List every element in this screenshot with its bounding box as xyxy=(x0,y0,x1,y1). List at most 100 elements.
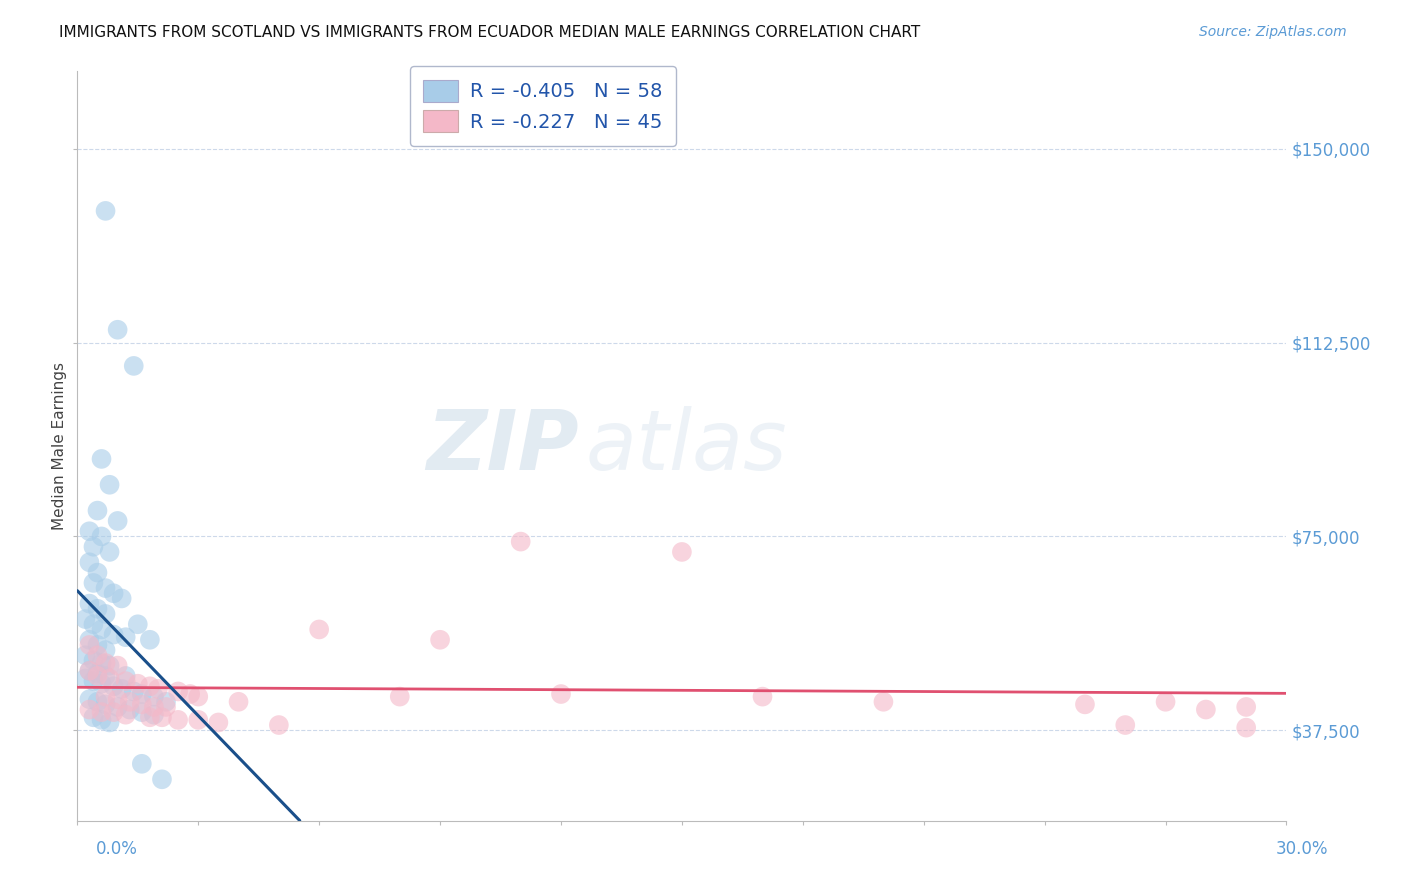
Point xyxy=(82,540,104,554)
Point xyxy=(118,702,141,716)
Point xyxy=(79,702,101,716)
Point xyxy=(90,656,112,670)
Point xyxy=(167,684,190,698)
Point xyxy=(139,632,162,647)
Point xyxy=(267,718,290,732)
Point xyxy=(103,627,125,641)
Point xyxy=(98,672,121,686)
Point xyxy=(187,690,209,704)
Point xyxy=(139,679,162,693)
Point xyxy=(111,591,134,606)
Point xyxy=(187,713,209,727)
Point xyxy=(114,674,136,689)
Text: atlas: atlas xyxy=(585,406,787,486)
Point xyxy=(142,700,165,714)
Point xyxy=(1154,695,1177,709)
Point xyxy=(388,690,411,704)
Point xyxy=(122,684,145,698)
Point xyxy=(86,503,108,517)
Point xyxy=(90,451,112,466)
Point xyxy=(79,555,101,569)
Point xyxy=(1074,698,1097,712)
Point xyxy=(98,658,121,673)
Point xyxy=(82,674,104,689)
Text: IMMIGRANTS FROM SCOTLAND VS IMMIGRANTS FROM ECUADOR MEDIAN MALE EARNINGS CORRELA: IMMIGRANTS FROM SCOTLAND VS IMMIGRANTS F… xyxy=(59,25,921,40)
Point xyxy=(1234,721,1257,735)
Point xyxy=(103,705,125,719)
Text: ZIP: ZIP xyxy=(426,406,579,486)
Point xyxy=(1234,700,1257,714)
Point xyxy=(86,666,108,681)
Text: 0.0%: 0.0% xyxy=(96,840,138,858)
Point xyxy=(82,576,104,591)
Point xyxy=(86,669,108,683)
Point xyxy=(79,664,101,678)
Point xyxy=(86,638,108,652)
Text: Source: ZipAtlas.com: Source: ZipAtlas.com xyxy=(1199,25,1347,39)
Point xyxy=(118,695,141,709)
Point xyxy=(94,581,117,595)
Point xyxy=(671,545,693,559)
Point xyxy=(79,664,101,678)
Point xyxy=(107,514,129,528)
Point xyxy=(90,676,112,690)
Y-axis label: Median Male Earnings: Median Male Earnings xyxy=(52,362,67,530)
Point xyxy=(114,630,136,644)
Point xyxy=(79,692,101,706)
Point xyxy=(114,707,136,722)
Point xyxy=(308,623,330,637)
Point xyxy=(90,529,112,543)
Point xyxy=(872,695,894,709)
Point xyxy=(131,687,153,701)
Point xyxy=(127,676,149,690)
Point xyxy=(75,648,97,663)
Point xyxy=(82,653,104,667)
Point xyxy=(79,632,101,647)
Point xyxy=(103,679,125,693)
Point xyxy=(103,586,125,600)
Point xyxy=(142,707,165,722)
Point xyxy=(122,359,145,373)
Point xyxy=(150,772,173,787)
Point xyxy=(79,524,101,539)
Point xyxy=(142,690,165,704)
Point xyxy=(75,672,97,686)
Point xyxy=(1114,718,1136,732)
Point xyxy=(90,705,112,719)
Point xyxy=(131,756,153,771)
Point xyxy=(131,698,153,712)
Point xyxy=(207,715,229,730)
Point xyxy=(94,203,117,218)
Point xyxy=(550,687,572,701)
Point xyxy=(111,681,134,696)
Point xyxy=(86,695,108,709)
Point xyxy=(107,692,129,706)
Point xyxy=(86,648,108,663)
Point xyxy=(75,612,97,626)
Point xyxy=(90,623,112,637)
Point xyxy=(146,681,169,696)
Point xyxy=(94,643,117,657)
Point xyxy=(107,658,129,673)
Point xyxy=(94,656,117,670)
Point xyxy=(107,700,129,714)
Point xyxy=(94,607,117,621)
Point xyxy=(167,713,190,727)
Point xyxy=(179,687,201,701)
Text: 30.0%: 30.0% xyxy=(1277,840,1329,858)
Legend: R = -0.405   N = 58, R = -0.227   N = 45: R = -0.405 N = 58, R = -0.227 N = 45 xyxy=(409,66,676,146)
Point xyxy=(82,617,104,632)
Point xyxy=(94,669,117,683)
Point xyxy=(94,698,117,712)
Point xyxy=(82,710,104,724)
Point xyxy=(86,601,108,615)
Point xyxy=(1195,702,1218,716)
Point xyxy=(90,713,112,727)
Point xyxy=(98,545,121,559)
Point xyxy=(150,710,173,724)
Point xyxy=(79,638,101,652)
Point xyxy=(131,705,153,719)
Point xyxy=(98,715,121,730)
Point xyxy=(429,632,451,647)
Point xyxy=(107,323,129,337)
